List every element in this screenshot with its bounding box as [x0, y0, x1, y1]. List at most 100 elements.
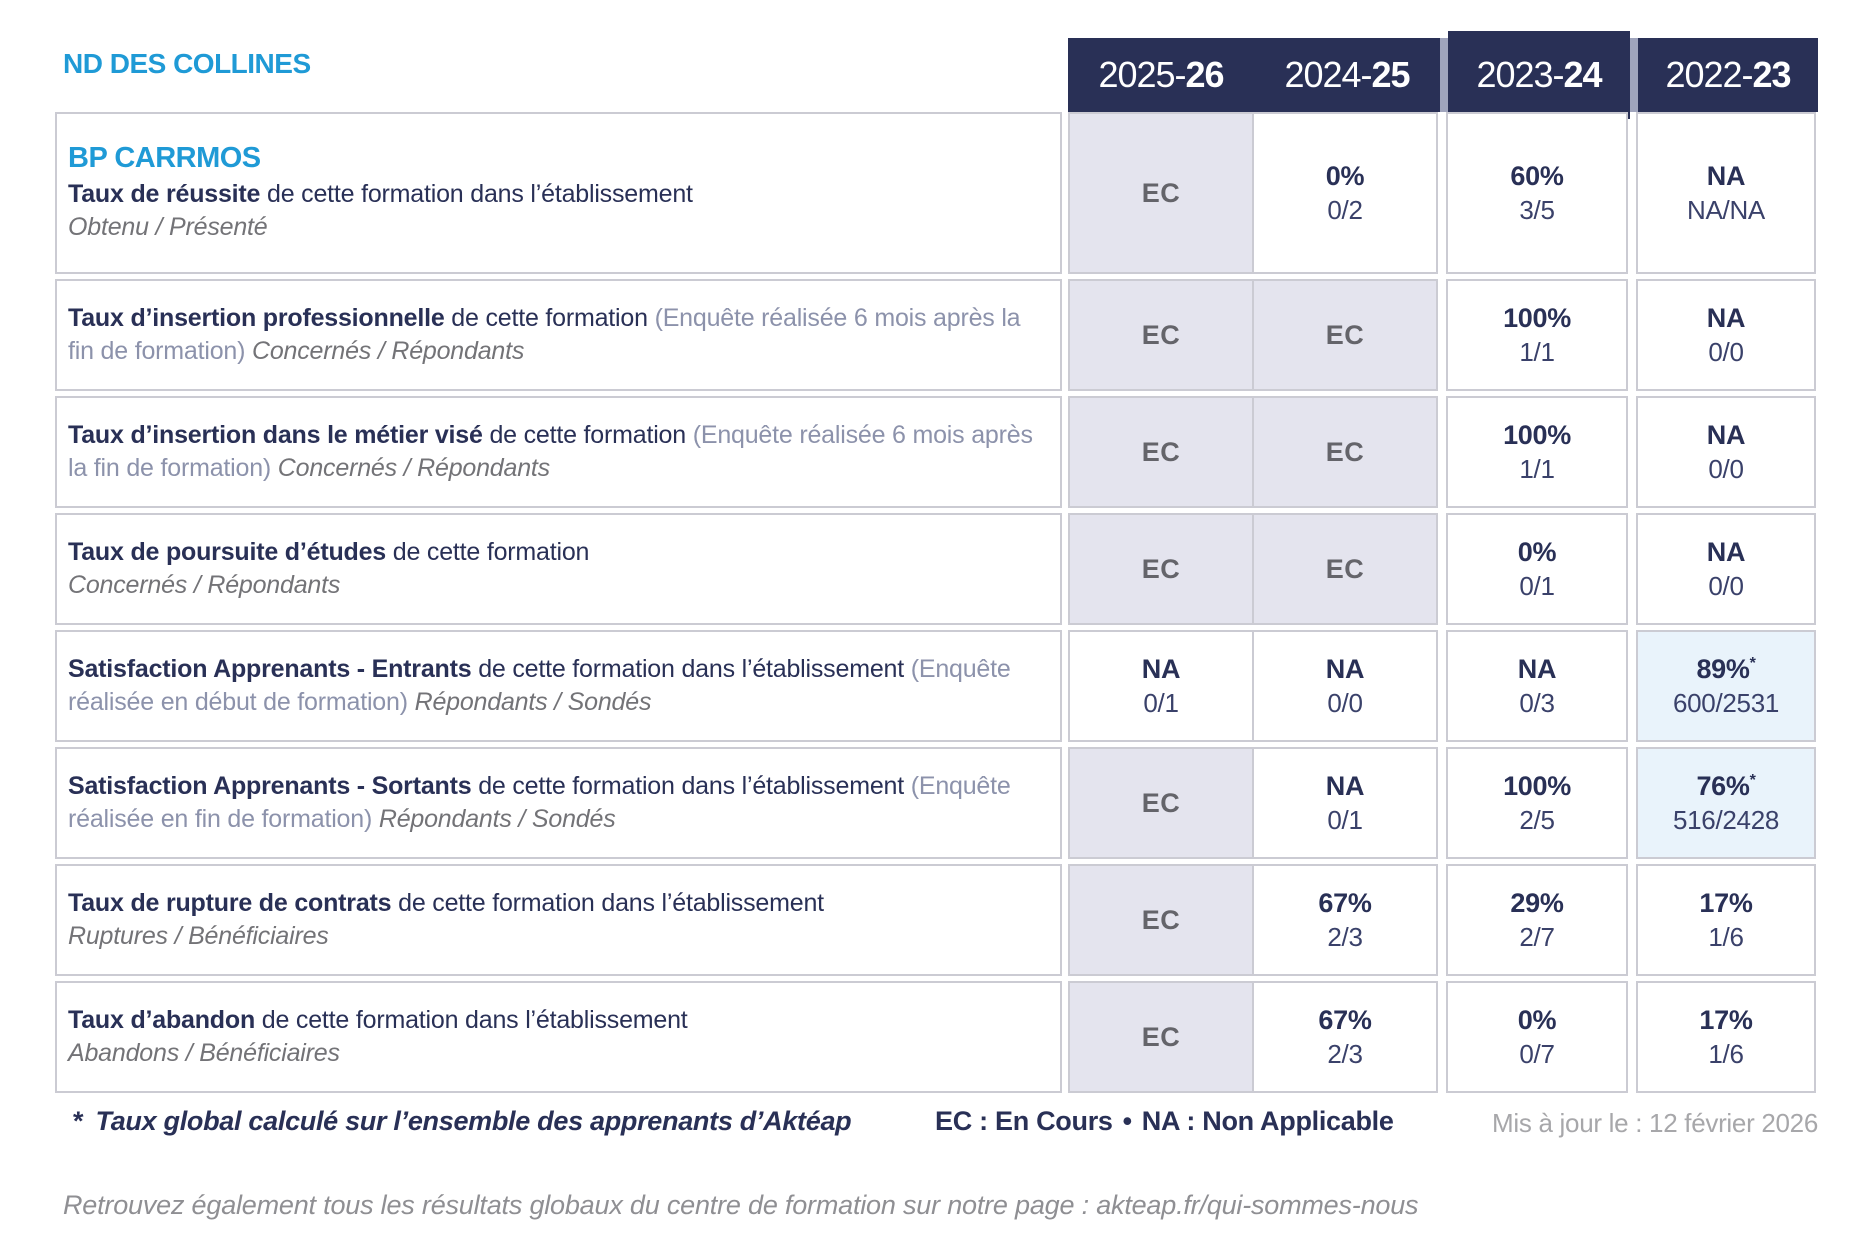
metric-label-cell: Taux de rupture de contrats de cette for…: [55, 864, 1062, 976]
value-star: *: [1749, 654, 1756, 672]
metric-ratio-note: Abandons / Bénéficiaires: [68, 1039, 340, 1067]
value-percent: NA: [1706, 302, 1746, 333]
value-cell: NA 0/3: [1446, 630, 1628, 742]
metric-ratio-note: Répondants / Sondés: [378, 805, 616, 833]
year-prefix: 2022-: [1665, 54, 1753, 95]
metric-label-text: Satisfaction Apprenants - Sortants de ce…: [68, 770, 1034, 836]
year-column-header: 2022- 23: [1638, 38, 1818, 112]
status-cell: EC: [1068, 112, 1254, 274]
value-percent: 100%: [1503, 419, 1571, 450]
year-header-row: 2025- 26 2024- 25 2023- 24 2022- 23: [1068, 31, 1818, 119]
value-fraction: 2/5: [1519, 804, 1555, 835]
value-percent: NA: [1325, 653, 1365, 684]
metric-label-cell: Taux d’abandon de cette formation dans l…: [55, 981, 1062, 1093]
metric-title: Taux de rupture de contrats: [68, 889, 392, 917]
year-suffix: 23: [1752, 54, 1792, 95]
status-cell: EC: [1252, 396, 1438, 508]
value-fraction: 0/0: [1708, 453, 1744, 484]
value-percent: NA: [1517, 653, 1557, 684]
table-row: Satisfaction Apprenants - Entrants de ce…: [55, 630, 1818, 742]
value-percent: 0%: [1517, 1004, 1557, 1035]
value-cell: NA 0/0: [1252, 630, 1438, 742]
value-percent: 76%*: [1696, 770, 1756, 801]
status-text: EC: [1141, 787, 1181, 818]
value-percent: 17%: [1699, 1004, 1753, 1035]
value-percent: 67%: [1318, 1004, 1372, 1035]
metric-desc: de cette formation dans l’établissement: [471, 655, 911, 683]
metric-ratio-note: Concernés / Répondants: [68, 571, 341, 599]
metric-desc: de cette formation dans l’établissement: [391, 889, 824, 917]
legend-na: NA : Non Applicable: [1141, 1106, 1394, 1136]
value-percent: 0%: [1517, 536, 1557, 567]
value-star: *: [1749, 771, 1756, 789]
metric-label-cell: Taux d’insertion professionnelle de cett…: [55, 279, 1062, 391]
status-cell: EC: [1068, 279, 1254, 391]
value-cell: 29% 2/7: [1446, 864, 1628, 976]
legend-separator: •: [1122, 1106, 1132, 1136]
value-fraction: 1/1: [1519, 336, 1555, 367]
year-column-header: 2025- 26: [1068, 38, 1254, 112]
value-percent: 89%*: [1696, 653, 1756, 684]
metric-label-cell: Taux d’insertion dans le métier visé de …: [55, 396, 1062, 508]
year-suffix: 24: [1563, 54, 1603, 95]
column-separator: [1440, 38, 1448, 112]
metric-ratio-note: Obtenu / Présenté: [68, 213, 268, 241]
metric-label-text: Taux de rupture de contrats de cette for…: [68, 887, 1034, 953]
value-percent: 100%: [1503, 770, 1571, 801]
value-cell: 0% 0/1: [1446, 513, 1628, 625]
bottom-note-text: Retrouvez également tous les résultats g…: [63, 1190, 1097, 1220]
table-row: BP CARRMOS Taux de réussite de cette for…: [55, 112, 1818, 274]
value-fraction: 600/2531: [1672, 687, 1780, 718]
metric-survey-note: (Enquête réalisée en début de formation): [68, 655, 1011, 716]
table-row: Taux de poursuite d’études de cette form…: [55, 513, 1818, 625]
value-cell: NA NA/NA: [1636, 112, 1816, 274]
value-fraction: 0/3: [1519, 687, 1555, 718]
value-percent: 60%: [1510, 160, 1564, 191]
year-suffix: 26: [1185, 54, 1225, 95]
value-percent: 0%: [1325, 160, 1365, 191]
year-column-header: 2023- 24: [1448, 31, 1630, 119]
metric-group-title: BP CARRMOS: [68, 142, 261, 174]
status-text: EC: [1325, 319, 1365, 350]
metric-title: Satisfaction Apprenants - Sortants: [68, 772, 472, 800]
abbreviation-legend: EC : En Cours • NA : Non Applicable: [935, 1106, 1394, 1137]
value-cell: 17% 1/6: [1636, 981, 1816, 1093]
results-table: BP CARRMOS Taux de réussite de cette for…: [55, 112, 1818, 1098]
metric-ratio-note: Concernés / Répondants: [252, 337, 525, 365]
table-row: Satisfaction Apprenants - Sortants de ce…: [55, 747, 1818, 859]
metric-label-cell: Taux de poursuite d’études de cette form…: [55, 513, 1062, 625]
year-column-header: 2024- 25: [1254, 38, 1440, 112]
update-date: Mis à jour le : 12 février 2026: [1492, 1108, 1818, 1138]
metric-desc: de cette formation: [386, 538, 590, 566]
value-fraction: 0/2: [1327, 194, 1363, 225]
value-cell: 67% 2/3: [1252, 981, 1438, 1093]
value-fraction: 1/6: [1708, 1038, 1744, 1069]
metric-title: Taux d’insertion dans le métier visé: [68, 421, 483, 449]
status-cell: EC: [1068, 864, 1254, 976]
metric-title: Taux d’abandon: [68, 1006, 256, 1034]
value-cell: 60% 3/5: [1446, 112, 1628, 274]
status-text: EC: [1141, 553, 1181, 584]
status-text: EC: [1141, 904, 1181, 935]
footnote-text: Taux global calculé sur l’ensemble des a…: [95, 1106, 852, 1136]
value-fraction: 0/1: [1143, 687, 1179, 718]
year-prefix: 2023-: [1476, 54, 1564, 95]
metric-ratio-note: Concernés / Répondants: [277, 454, 550, 482]
value-cell: 0% 0/7: [1446, 981, 1628, 1093]
table-row: Taux de rupture de contrats de cette for…: [55, 864, 1818, 976]
column-separator: [1630, 38, 1638, 112]
establishment-name: ND DES COLLINES: [63, 48, 311, 79]
value-cell: NA 0/0: [1636, 513, 1816, 625]
status-text: EC: [1325, 436, 1365, 467]
metric-label-text: Taux de réussite de cette formation dans…: [68, 178, 1034, 244]
metric-label-text: Taux d’insertion professionnelle de cett…: [68, 302, 1034, 368]
bottom-note-url[interactable]: akteap.fr/qui-sommes-nous: [1096, 1190, 1419, 1220]
value-cell: 100% 2/5: [1446, 747, 1628, 859]
value-cell: NA 0/1: [1252, 747, 1438, 859]
value-percent: 67%: [1318, 887, 1372, 918]
metric-label-text: Satisfaction Apprenants - Entrants de ce…: [68, 653, 1034, 719]
metric-desc: de cette formation: [482, 421, 693, 449]
value-percent: 17%: [1699, 887, 1753, 918]
metric-title: Taux de réussite: [68, 180, 261, 208]
